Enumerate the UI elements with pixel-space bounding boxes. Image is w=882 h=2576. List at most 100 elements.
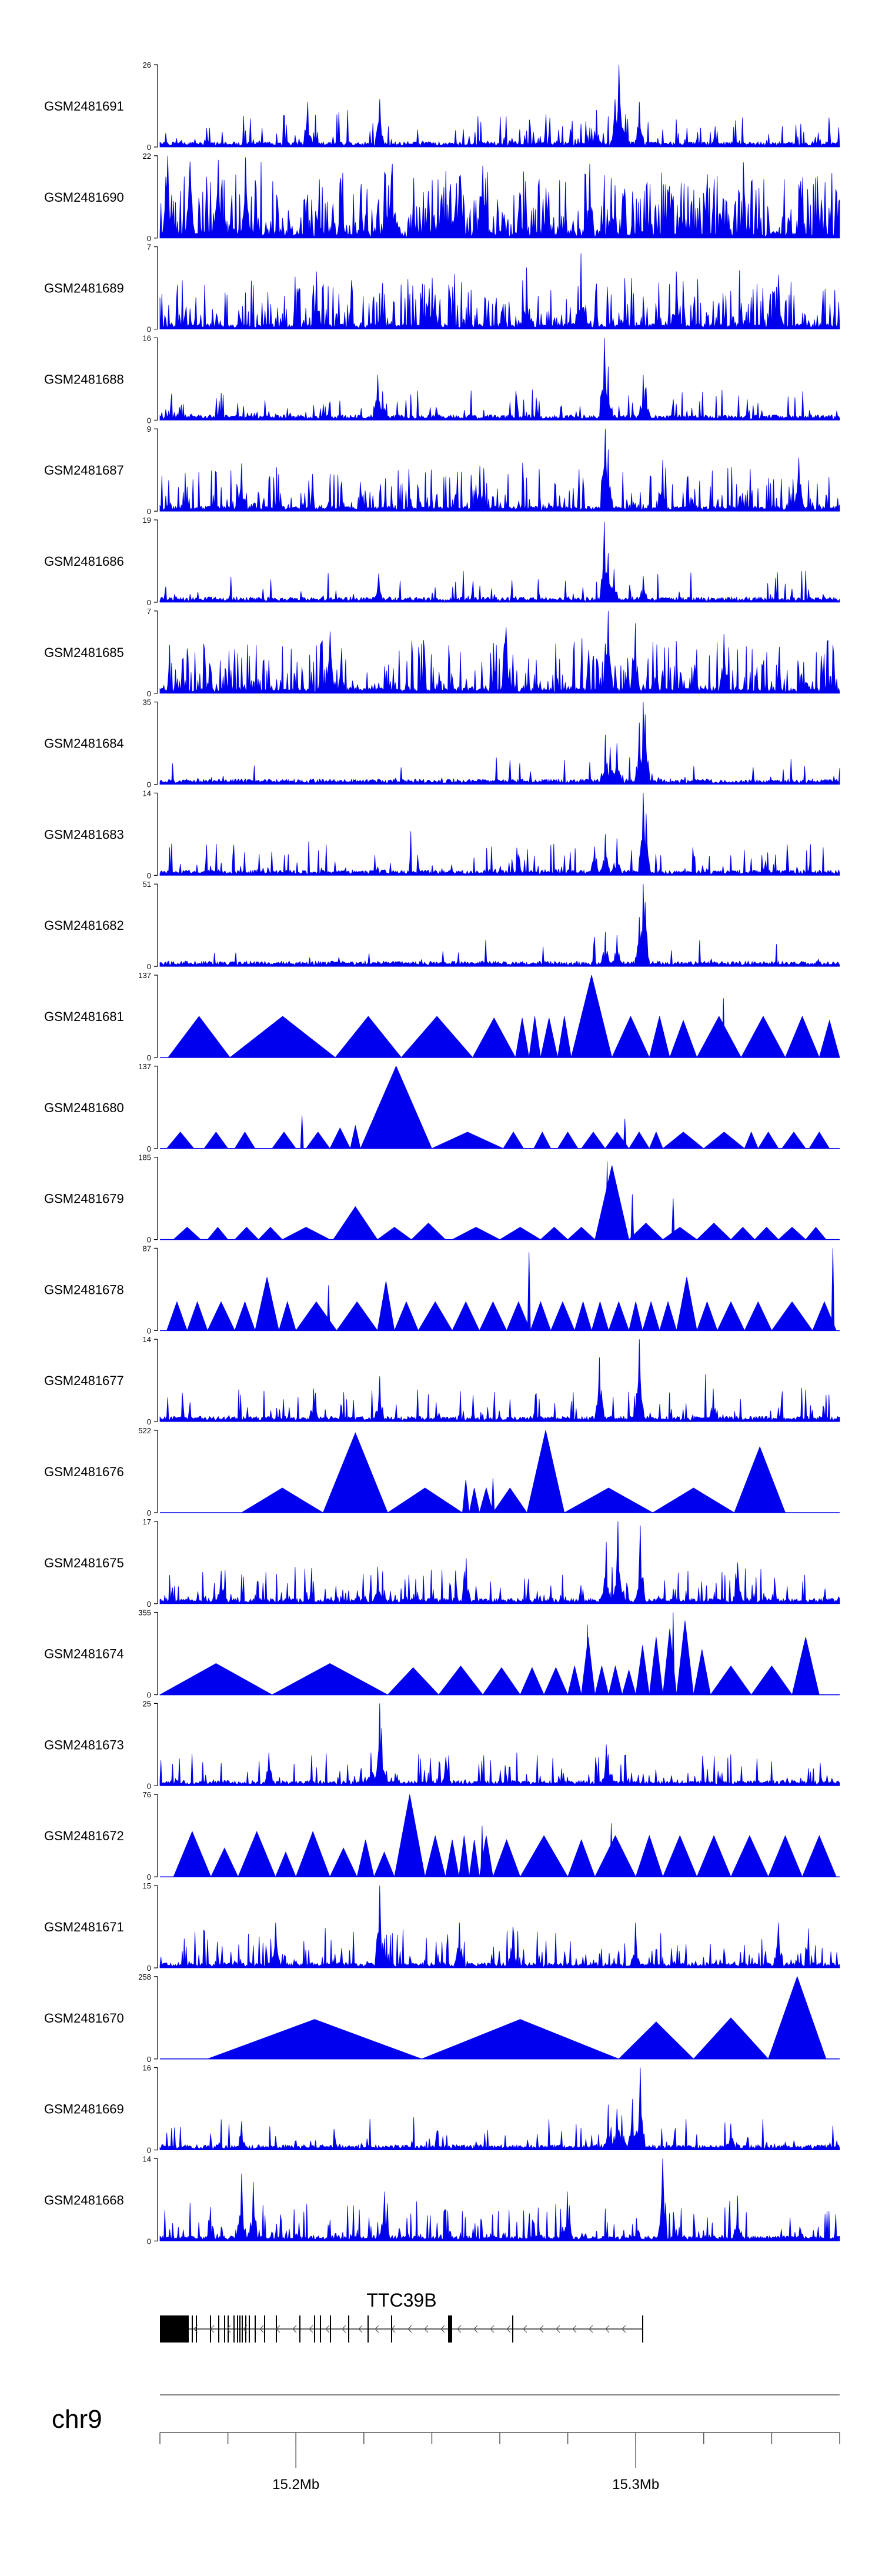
y-max-label: 16 — [143, 333, 151, 342]
strand-arrow — [556, 2325, 560, 2333]
strand-arrow — [226, 2325, 231, 2333]
signal-triangle — [479, 1301, 507, 1331]
signal-triangle — [275, 1851, 296, 1877]
track-label: GSM2481684 — [44, 736, 124, 751]
signal-triangle — [628, 1223, 664, 1240]
strand-arrow — [523, 2325, 527, 2333]
y-max-label: 19 — [143, 516, 151, 525]
track-GSM2481683: GSM2481683 14 0 — [44, 789, 840, 880]
y-max-label: 15 — [143, 1881, 151, 1890]
track-label: GSM2481687 — [44, 463, 124, 478]
signal-triangle — [211, 1847, 239, 1877]
signal-triangle — [503, 1132, 524, 1149]
axis-tick-label: 15.3Mb — [612, 2477, 659, 2492]
signal-triangle — [438, 1665, 483, 1695]
signal-triangle — [373, 1851, 395, 1877]
signal-triangle — [469, 1840, 480, 1877]
signal-triangle — [329, 1127, 351, 1149]
signal-area — [159, 338, 840, 421]
signal-triangle — [400, 1016, 473, 1058]
signal-triangle — [662, 1132, 704, 1149]
y-zero-label: 0 — [147, 871, 151, 880]
signal-triangle — [570, 975, 613, 1058]
y-zero-label: 0 — [147, 143, 151, 152]
track-GSM2481672: GSM2481672 76 0 — [44, 1790, 840, 1881]
signal-triangle — [594, 1165, 630, 1240]
signal-triangle — [240, 1487, 324, 1513]
signal-triangle — [696, 1016, 742, 1058]
y-max-label: 14 — [143, 789, 151, 798]
strand-arrow — [375, 2325, 379, 2333]
signal-triangle — [659, 1300, 677, 1331]
y-zero-label: 0 — [147, 689, 151, 698]
signal-triangle — [629, 1302, 643, 1331]
signal-triangle — [703, 1132, 746, 1149]
chromosome-label: chr9 — [52, 2405, 102, 2434]
signal-triangle — [768, 1976, 827, 2060]
track-label: GSM2481673 — [44, 1737, 124, 1752]
signal-triangle — [768, 1835, 803, 1877]
signal-triangle — [459, 1836, 470, 1877]
signal-triangle — [203, 1132, 229, 1149]
track-label: GSM2481671 — [44, 1920, 124, 1934]
signal-triangle — [335, 1016, 402, 1058]
signal-spike — [630, 1194, 634, 1240]
signal-area — [159, 253, 840, 329]
signal-triangle — [693, 2017, 769, 2060]
signal-triangle — [234, 1301, 256, 1331]
signal-tracks: GSM2481691260GSM2481690220GSM248168970GS… — [44, 61, 840, 2245]
track-label: GSM2481677 — [44, 1373, 124, 1388]
signal-triangle — [207, 1301, 235, 1331]
signal-triangle — [229, 1016, 336, 1058]
track-GSM2481681: GSM2481681 137 0 — [44, 971, 840, 1062]
signal-triangle — [526, 1430, 565, 1513]
strand-arrow — [292, 2325, 297, 2333]
track-label: GSM2481690 — [44, 190, 124, 205]
signal-triangle — [696, 1835, 731, 1877]
utr-block — [160, 2315, 188, 2343]
y-zero-label: 0 — [147, 2055, 151, 2064]
signal-triangle — [377, 1281, 395, 1331]
signal-triangle — [608, 1666, 623, 1695]
signal-triangle — [662, 1227, 698, 1240]
signal-triangle — [740, 1016, 786, 1058]
signal-triangle — [329, 1847, 358, 1877]
signal-triangle — [567, 1227, 596, 1240]
signal-triangle — [255, 1277, 279, 1331]
track-label: GSM2481680 — [44, 1100, 124, 1115]
track-GSM2481678: GSM2481678 87 0 — [44, 1244, 840, 1335]
y-zero-label: 0 — [147, 1236, 151, 1244]
signal-triangle — [336, 1301, 378, 1331]
signal-triangle — [166, 1301, 188, 1331]
y-max-label: 137 — [138, 971, 151, 980]
signal-triangle — [506, 1301, 531, 1331]
signal-spike — [527, 1252, 531, 1331]
y-zero-label: 0 — [147, 598, 151, 607]
track-GSM2481686: GSM2481686 19 0 — [44, 516, 840, 607]
strand-arrow — [193, 2325, 198, 2333]
track-GSM2481674: GSM2481674 355 0 — [44, 1609, 840, 1700]
signal-area — [159, 64, 840, 148]
track-label: GSM2481675 — [44, 1556, 124, 1570]
signal-triangle — [771, 1301, 813, 1331]
signal-triangle — [784, 1015, 820, 1058]
signal-triangle — [166, 1132, 195, 1149]
signal-triangle — [159, 1663, 273, 1695]
signal-triangle — [635, 1645, 650, 1695]
track-GSM2481685: GSM2481685 7 0 — [44, 607, 840, 698]
signal-triangle — [386, 1487, 463, 1513]
y-max-label: 14 — [143, 2154, 151, 2163]
signal-triangle — [563, 1487, 654, 1513]
track-GSM2481675: GSM2481675 17 0 — [44, 1517, 840, 1609]
track-label: GSM2481668 — [44, 2193, 124, 2207]
signal-triangle — [791, 1637, 820, 1695]
signal-triangle — [669, 1019, 697, 1058]
signal-triangle — [207, 2019, 422, 2060]
signal-triangle — [479, 1487, 493, 1513]
track-label: GSM2481681 — [44, 1009, 124, 1024]
signal-triangle — [744, 1131, 759, 1149]
chromosome-axis: chr9 15.2Mb 15.3Mb — [52, 2394, 840, 2492]
y-zero-label: 0 — [147, 1417, 151, 1426]
signal-triangle — [801, 1835, 837, 1877]
track-GSM2481679: GSM2481679 185 0 — [44, 1153, 840, 1244]
